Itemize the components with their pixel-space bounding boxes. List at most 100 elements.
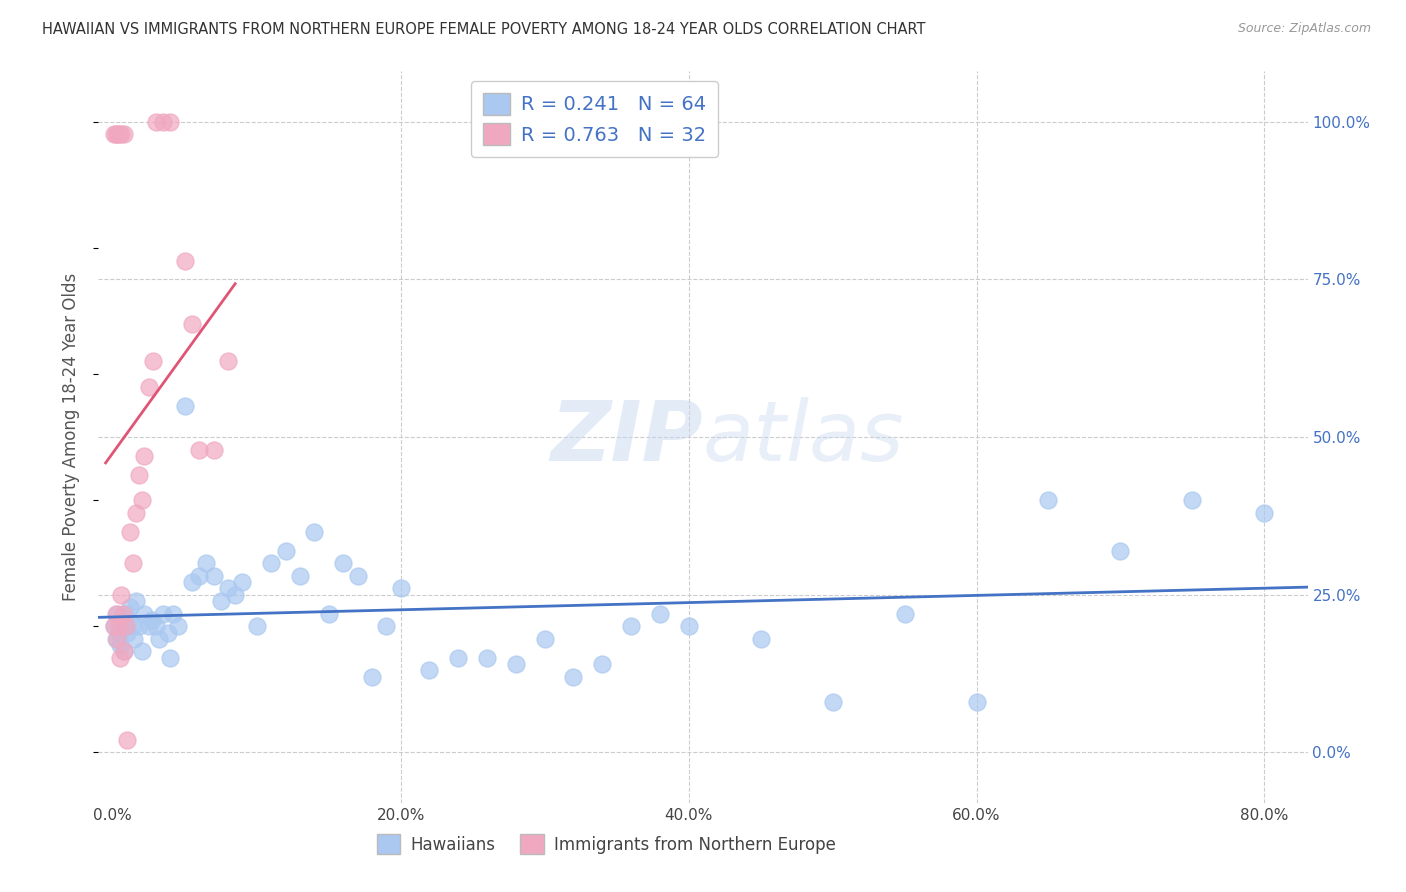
Point bbox=[591, 657, 613, 671]
Point bbox=[131, 493, 153, 508]
Point bbox=[131, 644, 153, 658]
Point bbox=[318, 607, 340, 621]
Point bbox=[134, 449, 156, 463]
Point bbox=[562, 670, 585, 684]
Point bbox=[188, 569, 211, 583]
Point bbox=[159, 115, 181, 129]
Point bbox=[104, 607, 127, 621]
Point bbox=[108, 650, 131, 665]
Point bbox=[107, 625, 129, 640]
Point bbox=[332, 556, 354, 570]
Point bbox=[162, 607, 184, 621]
Point bbox=[181, 317, 204, 331]
Text: Source: ZipAtlas.com: Source: ZipAtlas.com bbox=[1237, 22, 1371, 36]
Point bbox=[821, 695, 844, 709]
Point bbox=[202, 569, 225, 583]
Point bbox=[128, 619, 150, 633]
Text: HAWAIIAN VS IMMIGRANTS FROM NORTHERN EUROPE FEMALE POVERTY AMONG 18-24 YEAR OLDS: HAWAIIAN VS IMMIGRANTS FROM NORTHERN EUR… bbox=[42, 22, 925, 37]
Point bbox=[142, 354, 165, 368]
Point bbox=[145, 619, 167, 633]
Point bbox=[966, 695, 988, 709]
Point bbox=[120, 600, 142, 615]
Point bbox=[107, 128, 129, 142]
Point bbox=[111, 607, 134, 621]
Point bbox=[475, 650, 498, 665]
Point bbox=[188, 442, 211, 457]
Point bbox=[138, 619, 160, 633]
Point bbox=[105, 632, 128, 646]
Point bbox=[152, 607, 174, 621]
Point bbox=[166, 619, 188, 633]
Point bbox=[105, 607, 128, 621]
Point bbox=[105, 128, 128, 142]
Point bbox=[389, 582, 412, 596]
Point bbox=[260, 556, 283, 570]
Point bbox=[112, 128, 135, 142]
Point bbox=[159, 650, 181, 665]
Point bbox=[124, 632, 146, 646]
Point bbox=[110, 128, 132, 142]
Point bbox=[505, 657, 527, 671]
Point bbox=[103, 619, 125, 633]
Point bbox=[274, 543, 297, 558]
Text: ZIP: ZIP bbox=[550, 397, 703, 477]
Point bbox=[231, 575, 253, 590]
Point bbox=[1109, 543, 1132, 558]
Point bbox=[125, 594, 148, 608]
Point bbox=[533, 632, 555, 646]
Point bbox=[115, 732, 138, 747]
Point bbox=[1181, 493, 1204, 508]
Point bbox=[217, 354, 239, 368]
Point bbox=[361, 670, 384, 684]
Point bbox=[103, 128, 125, 142]
Point bbox=[648, 607, 671, 621]
Point bbox=[156, 625, 179, 640]
Point bbox=[112, 644, 135, 658]
Point bbox=[375, 619, 398, 633]
Point bbox=[112, 644, 135, 658]
Point bbox=[138, 379, 160, 393]
Point bbox=[107, 619, 129, 633]
Point bbox=[114, 619, 136, 633]
Point bbox=[304, 524, 326, 539]
Point bbox=[195, 556, 218, 570]
Point bbox=[1038, 493, 1060, 508]
Point bbox=[115, 625, 138, 640]
Point bbox=[346, 569, 368, 583]
Point bbox=[148, 632, 170, 646]
Point bbox=[104, 128, 127, 142]
Point bbox=[224, 588, 246, 602]
Point bbox=[103, 619, 125, 633]
Point bbox=[418, 664, 440, 678]
Point bbox=[620, 619, 643, 633]
Point bbox=[108, 638, 131, 652]
Y-axis label: Female Poverty Among 18-24 Year Olds: Female Poverty Among 18-24 Year Olds bbox=[62, 273, 80, 601]
Point bbox=[128, 467, 150, 482]
Point bbox=[114, 607, 136, 621]
Point bbox=[134, 607, 156, 621]
Point bbox=[246, 619, 269, 633]
Point bbox=[447, 650, 470, 665]
Point bbox=[120, 524, 142, 539]
Point bbox=[104, 632, 127, 646]
Point bbox=[111, 619, 134, 633]
Point bbox=[893, 607, 915, 621]
Point bbox=[1253, 506, 1275, 520]
Point bbox=[141, 613, 163, 627]
Point bbox=[152, 115, 174, 129]
Point bbox=[173, 399, 195, 413]
Point bbox=[125, 506, 148, 520]
Point bbox=[749, 632, 772, 646]
Point bbox=[110, 588, 132, 602]
Point bbox=[122, 556, 145, 570]
Point bbox=[145, 115, 167, 129]
Point bbox=[122, 619, 145, 633]
Point bbox=[678, 619, 700, 633]
Point bbox=[288, 569, 311, 583]
Point bbox=[173, 253, 195, 268]
Point bbox=[110, 613, 132, 627]
Point bbox=[217, 582, 239, 596]
Legend: Hawaiians, Immigrants from Northern Europe: Hawaiians, Immigrants from Northern Euro… bbox=[370, 828, 842, 860]
Point bbox=[209, 594, 232, 608]
Text: atlas: atlas bbox=[703, 397, 904, 477]
